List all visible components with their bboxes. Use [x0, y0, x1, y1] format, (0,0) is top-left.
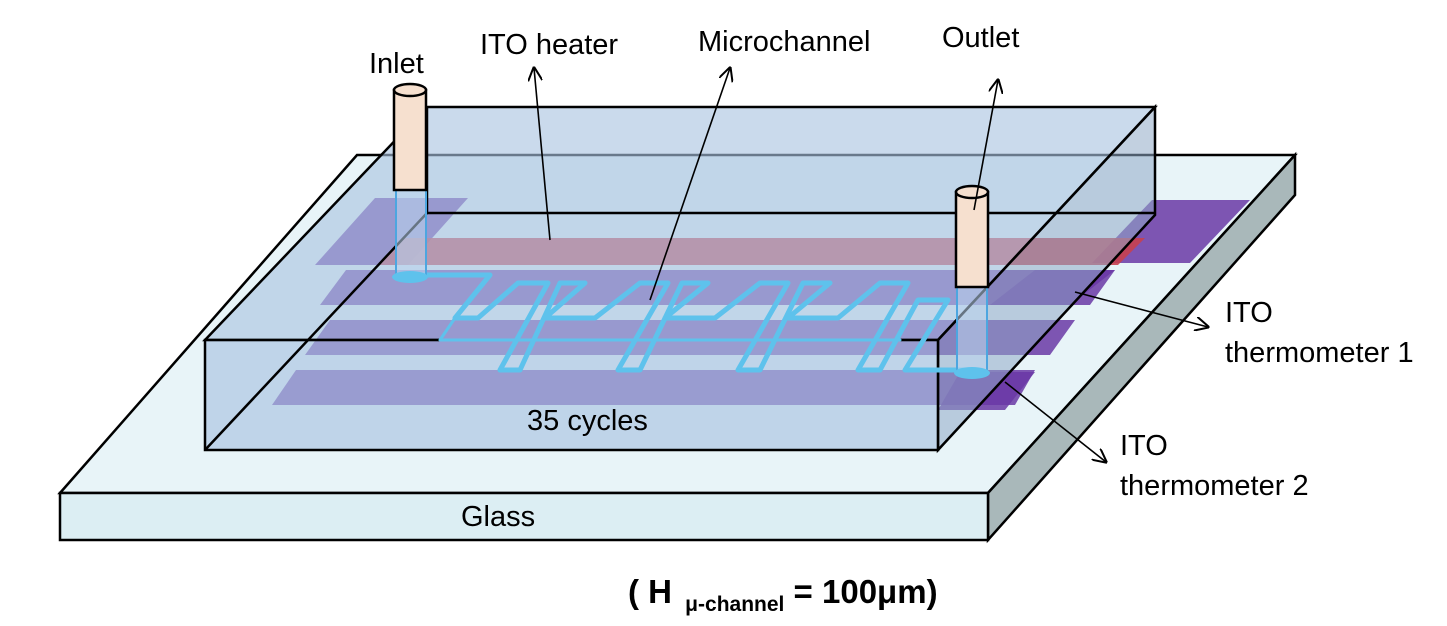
formula-subscript: μ-channel — [685, 593, 784, 616]
inlet-tube-top — [392, 82, 428, 98]
heater-arrow — [534, 68, 551, 241]
inlet-label: Inlet — [369, 48, 424, 80]
outlet-tube-top — [954, 184, 990, 200]
leader-arrows — [534, 68, 1208, 462]
outlet-port — [954, 367, 990, 379]
outlet-tube-lower — [956, 284, 988, 376]
outlet-label: Outlet — [942, 22, 1019, 54]
inlet-tube — [392, 82, 428, 283]
microchannel-label: Microchannel — [698, 26, 870, 58]
thermometer1-label-line2: thermometer 1 — [1225, 337, 1414, 369]
inlet-port — [392, 271, 428, 283]
formula-open: ( H — [628, 573, 672, 610]
inlet-tube-upper — [392, 88, 428, 192]
glass-front-face — [58, 491, 990, 542]
glass-label: Glass — [461, 501, 535, 533]
thermometer1-arrow — [1074, 291, 1208, 327]
inlet-tube-lower — [395, 187, 427, 279]
outlet-tube-upper — [954, 190, 990, 289]
cycles-label: 35 cycles — [527, 405, 648, 437]
microchannel-path — [405, 272, 971, 373]
microchannel-arrow — [649, 68, 730, 301]
thermometer2-arrow — [1004, 381, 1106, 462]
channel-height-formula: ( H μ-channel = 100μm) — [628, 573, 938, 618]
thermometer2-label-line2: thermometer 2 — [1120, 470, 1309, 502]
outlet-tube — [954, 184, 990, 379]
thermometer1-label-line1: ITO — [1225, 297, 1273, 329]
outlet-arrow — [973, 80, 998, 211]
thermometer2-label-line1: ITO — [1120, 430, 1168, 462]
formula-rest: = 100μm) — [794, 573, 938, 610]
ito-heater-label: ITO heater — [480, 29, 618, 61]
